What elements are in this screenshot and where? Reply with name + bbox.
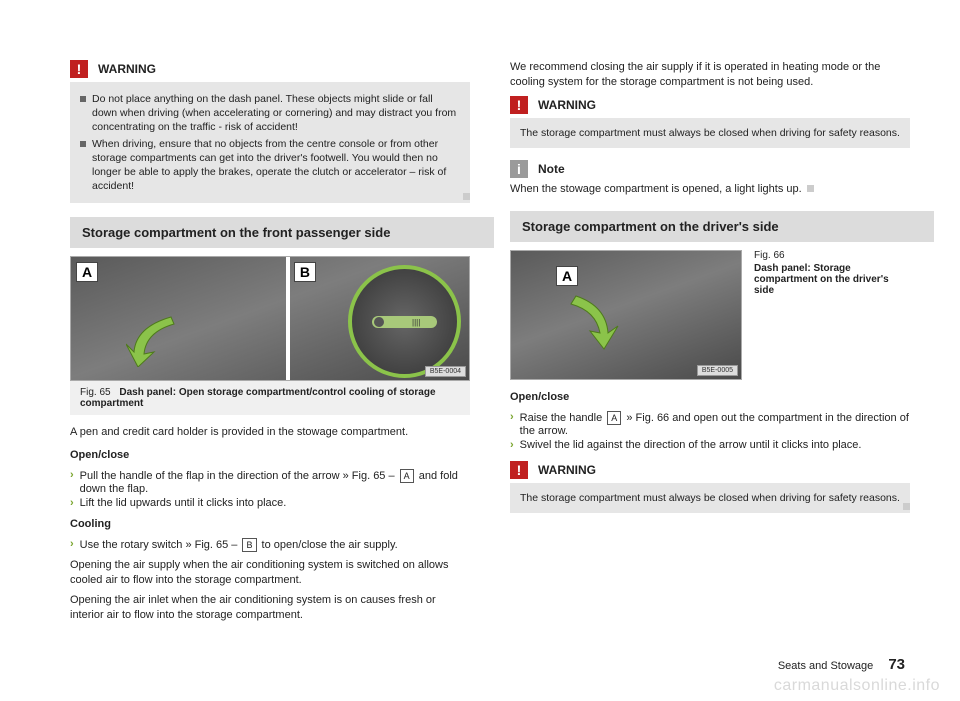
figure-reference: » Fig. 66 xyxy=(626,411,669,423)
figure-separator xyxy=(286,257,290,380)
figure-number: Fig. 66 xyxy=(754,250,910,261)
text-fragment: When the stowage compartment is opened, … xyxy=(510,183,802,195)
chevron-icon: › xyxy=(70,497,74,509)
figure-caption-text: Dash panel: Open storage compartment/con… xyxy=(80,387,436,409)
section-end-marker xyxy=(463,193,470,200)
instruction-text: Pull the handle of the flap in the direc… xyxy=(80,469,470,495)
figure-65: A B |||| B5E-0004 xyxy=(70,256,470,381)
warning-body: The storage compartment must always be c… xyxy=(510,118,910,148)
footer-section: Seats and Stowage xyxy=(778,660,873,672)
square-bullet-icon xyxy=(80,141,86,147)
section-end-marker xyxy=(807,185,814,192)
note-text: When the stowage compartment is opened, … xyxy=(510,182,910,197)
instruction-step: › Use the rotary switch » Fig. 65 – B to… xyxy=(70,538,470,552)
watermark-text: carmanualsonline.info xyxy=(774,677,940,695)
figure-letter-ref: A xyxy=(400,469,414,483)
chevron-icon: › xyxy=(510,439,514,451)
figure-label-b: B xyxy=(294,262,316,282)
instruction-text: Raise the handle A » Fig. 66 and open ou… xyxy=(520,411,910,437)
figure-letter-ref: B xyxy=(242,538,256,552)
body-paragraph: Opening the air supply when the air cond… xyxy=(70,558,470,588)
warning-header: ! WARNING xyxy=(510,461,910,479)
warning-block-2: ! WARNING The storage compartment must a… xyxy=(510,96,910,148)
figure-reference: » Fig. 65 xyxy=(343,470,386,482)
warning-title: WARNING xyxy=(538,98,596,112)
figure-66-caption: Fig. 66 Dash panel: Storage compartment … xyxy=(754,250,910,296)
right-column: We recommend closing the air supply if i… xyxy=(510,60,910,629)
text-fragment: – xyxy=(228,539,240,551)
figure-label-a: A xyxy=(76,262,98,282)
body-paragraph: We recommend closing the air supply if i… xyxy=(510,60,910,90)
warning-bullet: When driving, ensure that no objects fro… xyxy=(80,137,460,194)
note-header: i Note xyxy=(510,160,910,178)
chevron-icon: › xyxy=(70,538,74,552)
figure-65-caption: Fig. 65 Dash panel: Open storage compart… xyxy=(70,381,470,415)
warning-body: The storage compartment must always be c… xyxy=(510,483,910,513)
figure-reference: » Fig. 65 xyxy=(185,539,228,551)
text-fragment: Raise the handle xyxy=(520,411,606,423)
instruction-step: › Lift the lid upwards until it clicks i… xyxy=(70,497,470,509)
cooling-heading: Cooling xyxy=(70,517,470,532)
note-title: Note xyxy=(538,162,565,176)
warning-block-3: ! WARNING The storage compartment must a… xyxy=(510,461,910,513)
open-close-heading: Open/close xyxy=(70,448,470,463)
instruction-step: › Pull the handle of the flap in the dir… xyxy=(70,469,470,495)
dial-icon: |||| xyxy=(352,269,457,374)
square-bullet-icon xyxy=(80,96,86,102)
figure-letter-ref: A xyxy=(607,411,621,425)
intro-paragraph: A pen and credit card holder is provided… xyxy=(70,425,470,440)
text-fragment: Pull the handle of the flap in the direc… xyxy=(80,470,343,482)
warning-bullet-text: When driving, ensure that no objects fro… xyxy=(92,137,460,194)
instruction-text: Use the rotary switch » Fig. 65 – B to o… xyxy=(80,538,398,552)
figure-number: Fig. 65 xyxy=(80,387,111,398)
warning-bullet-text: Do not place anything on the dash panel.… xyxy=(92,92,460,135)
section-heading-front-passenger: Storage compartment on the front passeng… xyxy=(70,217,494,248)
figure-66-row: A B5E-0005 Fig. 66 Dash panel: Storage c… xyxy=(510,250,910,380)
warning-bullet: Do not place anything on the dash panel.… xyxy=(80,92,460,135)
info-icon: i xyxy=(510,160,528,178)
text-fragment: – xyxy=(385,470,397,482)
figure-caption-text: Dash panel: Storage compartment on the d… xyxy=(754,263,889,296)
warning-icon: ! xyxy=(510,461,528,479)
page-number: 73 xyxy=(888,656,905,673)
green-curved-arrow-icon xyxy=(126,312,186,367)
instruction-text: Swivel the lid against the direction of … xyxy=(520,439,862,451)
warning-icon: ! xyxy=(70,60,88,78)
left-column: ! WARNING Do not place anything on the d… xyxy=(70,60,470,629)
green-curved-arrow-icon xyxy=(566,291,626,351)
chevron-icon: › xyxy=(70,469,74,495)
figure-66: A B5E-0005 xyxy=(510,250,742,380)
warning-icon: ! xyxy=(510,96,528,114)
warning-body: Do not place anything on the dash panel.… xyxy=(70,82,470,203)
instruction-text: Lift the lid upwards until it clicks int… xyxy=(80,497,287,509)
two-column-layout: ! WARNING Do not place anything on the d… xyxy=(70,60,910,629)
figure-code: B5E-0005 xyxy=(697,365,738,376)
section-heading-driver-side: Storage compartment on the driver's side xyxy=(510,211,934,242)
chevron-icon: › xyxy=(510,411,514,437)
warning-header: ! WARNING xyxy=(70,60,470,78)
open-close-heading: Open/close xyxy=(510,390,910,405)
text-fragment: to open/close the air supply. xyxy=(259,539,398,551)
warning-header: ! WARNING xyxy=(510,96,910,114)
page-footer: Seats and Stowage 73 xyxy=(778,656,905,673)
body-paragraph: Opening the air inlet when the air condi… xyxy=(70,593,470,623)
text-fragment: Use the rotary switch xyxy=(80,539,186,551)
section-end-marker xyxy=(903,503,910,510)
note-block: i Note When the stowage compartment is o… xyxy=(510,160,910,197)
figure-code: B5E-0004 xyxy=(425,366,466,377)
figure-label-a: A xyxy=(556,266,578,286)
manual-page: ! WARNING Do not place anything on the d… xyxy=(0,0,960,701)
instruction-step: › Swivel the lid against the direction o… xyxy=(510,439,910,451)
svg-text:||||: |||| xyxy=(412,318,420,327)
warning-block-1: ! WARNING Do not place anything on the d… xyxy=(70,60,470,203)
instruction-step: › Raise the handle A » Fig. 66 and open … xyxy=(510,411,910,437)
warning-title: WARNING xyxy=(538,463,596,477)
figure-zoom-circle: |||| xyxy=(348,265,461,378)
warning-title: WARNING xyxy=(98,62,156,76)
